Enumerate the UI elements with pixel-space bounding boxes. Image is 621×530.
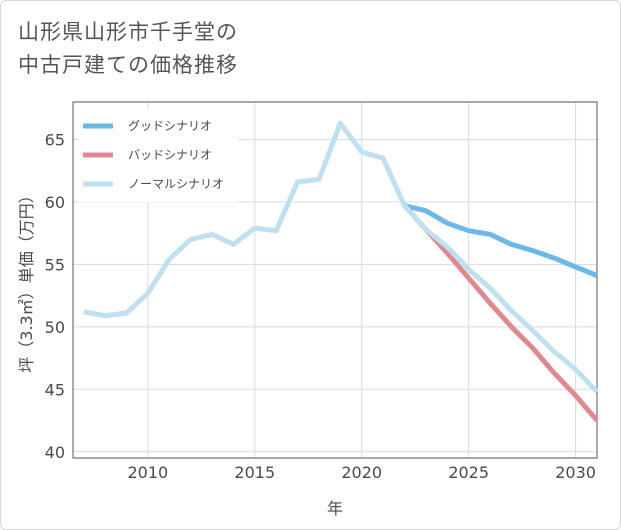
chart-title: 山形県山形市千手堂の 中古戸建ての価格推移 [18, 16, 238, 82]
legend-label: ノーマルシナリオ [128, 177, 224, 191]
y-tick-labels: 40 45 50 55 60 65 [45, 130, 65, 461]
plot-area [72, 101, 598, 459]
x-tick-label: 2030 [555, 463, 596, 482]
y-tick-label: 55 [45, 255, 65, 274]
x-tick-label: 2015 [234, 463, 275, 482]
legend-label: バッドシナリオ [128, 148, 212, 162]
y-tick-label: 65 [45, 130, 65, 149]
x-tick-label: 2020 [341, 463, 382, 482]
x-tick-label: 2025 [448, 463, 489, 482]
x-tick-label: 2010 [127, 463, 168, 482]
chart-title-line-2: 中古戸建ての価格推移 [18, 53, 238, 77]
x-tick-labels: 2010 2015 2020 2025 2030 [127, 463, 595, 482]
y-tick-label: 40 [45, 443, 65, 462]
series-line-normal [83, 120, 599, 394]
y-tick-label: 45 [45, 380, 65, 399]
series-line-good [403, 203, 598, 278]
y-axis-label: 坪（3.3㎡）単価（万円） [17, 187, 36, 372]
legend-label: グッドシナリオ [128, 119, 212, 133]
y-tick-label: 50 [45, 318, 65, 337]
series-lines [83, 120, 599, 423]
x-axis-label: 年 [327, 499, 343, 518]
chart-title-line-1: 山形県山形市千手堂の [18, 20, 238, 44]
y-tick-label: 60 [45, 193, 65, 212]
